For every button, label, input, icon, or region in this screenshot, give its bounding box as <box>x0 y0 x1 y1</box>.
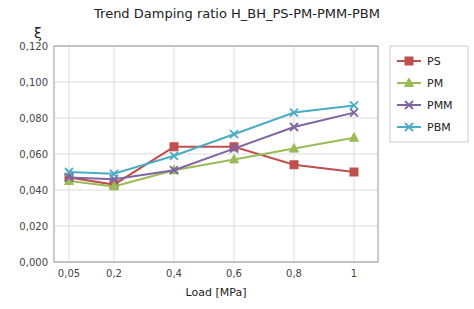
x-tick-label: 0,2 <box>106 268 122 279</box>
data-point <box>170 152 178 160</box>
y-tick-label: 0,040 <box>19 185 48 196</box>
data-point <box>65 168 73 176</box>
y-axis-label: ξ <box>34 25 42 41</box>
series-line <box>69 105 354 173</box>
data-point <box>290 123 298 131</box>
data-point <box>290 109 298 117</box>
grid-line <box>174 46 175 262</box>
grid-line <box>354 46 355 262</box>
data-point <box>350 109 358 117</box>
x-tick-label: 1 <box>351 268 357 279</box>
x-tick-label: 0,8 <box>286 268 302 279</box>
grid-line <box>54 82 378 83</box>
data-point <box>290 144 299 153</box>
grid-line <box>54 226 378 227</box>
x-tick-label: 0,4 <box>166 268 182 279</box>
legend-marker <box>405 101 413 109</box>
y-tick-label: 0,120 <box>19 41 48 52</box>
data-point <box>230 130 238 138</box>
data-point <box>350 168 358 176</box>
legend-marker <box>405 78 414 87</box>
legend-box <box>390 46 468 142</box>
grid-line <box>69 46 70 262</box>
legend: PS PM PMM PBM <box>390 46 468 142</box>
x-axis-label: Load [MPa] <box>186 286 247 299</box>
legend-label: PMM <box>427 99 453 112</box>
plot-frame <box>54 46 378 262</box>
legend-label: PM <box>427 77 443 90</box>
legend-marker <box>405 57 413 65</box>
marks <box>65 101 359 189</box>
y-tick-label: 0,060 <box>19 149 48 160</box>
x-tick-label: 0,6 <box>226 268 242 279</box>
y-tick-label: 0,100 <box>19 77 48 88</box>
data-point <box>350 133 359 142</box>
data-point <box>290 161 298 169</box>
data-point <box>170 166 178 174</box>
x-tick-label: 0,05 <box>58 268 80 279</box>
series-line <box>69 113 354 180</box>
legend-label: PBM <box>427 121 451 134</box>
series <box>65 109 358 184</box>
y-tick-label: 0,000 <box>19 257 48 268</box>
series <box>65 143 358 189</box>
y-tick-label: 0,080 <box>19 113 48 124</box>
data-point <box>230 145 238 153</box>
series <box>65 101 358 177</box>
grid-line <box>294 46 295 262</box>
grid-line <box>114 46 115 262</box>
chart: 0,000 0,020 0,040 0,060 0,080 0,100 0,120 0,05 0… <box>0 0 474 309</box>
grid-line <box>54 190 378 191</box>
data-point <box>110 170 118 178</box>
title: Trend Damping ratio H_BH_PS-PM-PMM-PBM <box>93 6 380 21</box>
data-point <box>350 101 358 109</box>
data-point <box>170 143 178 151</box>
y-tick-label: 0,020 <box>19 221 48 232</box>
data-point <box>230 154 239 163</box>
legend-marker <box>405 123 413 131</box>
grid <box>54 46 378 262</box>
legend-label: PS <box>427 55 441 68</box>
